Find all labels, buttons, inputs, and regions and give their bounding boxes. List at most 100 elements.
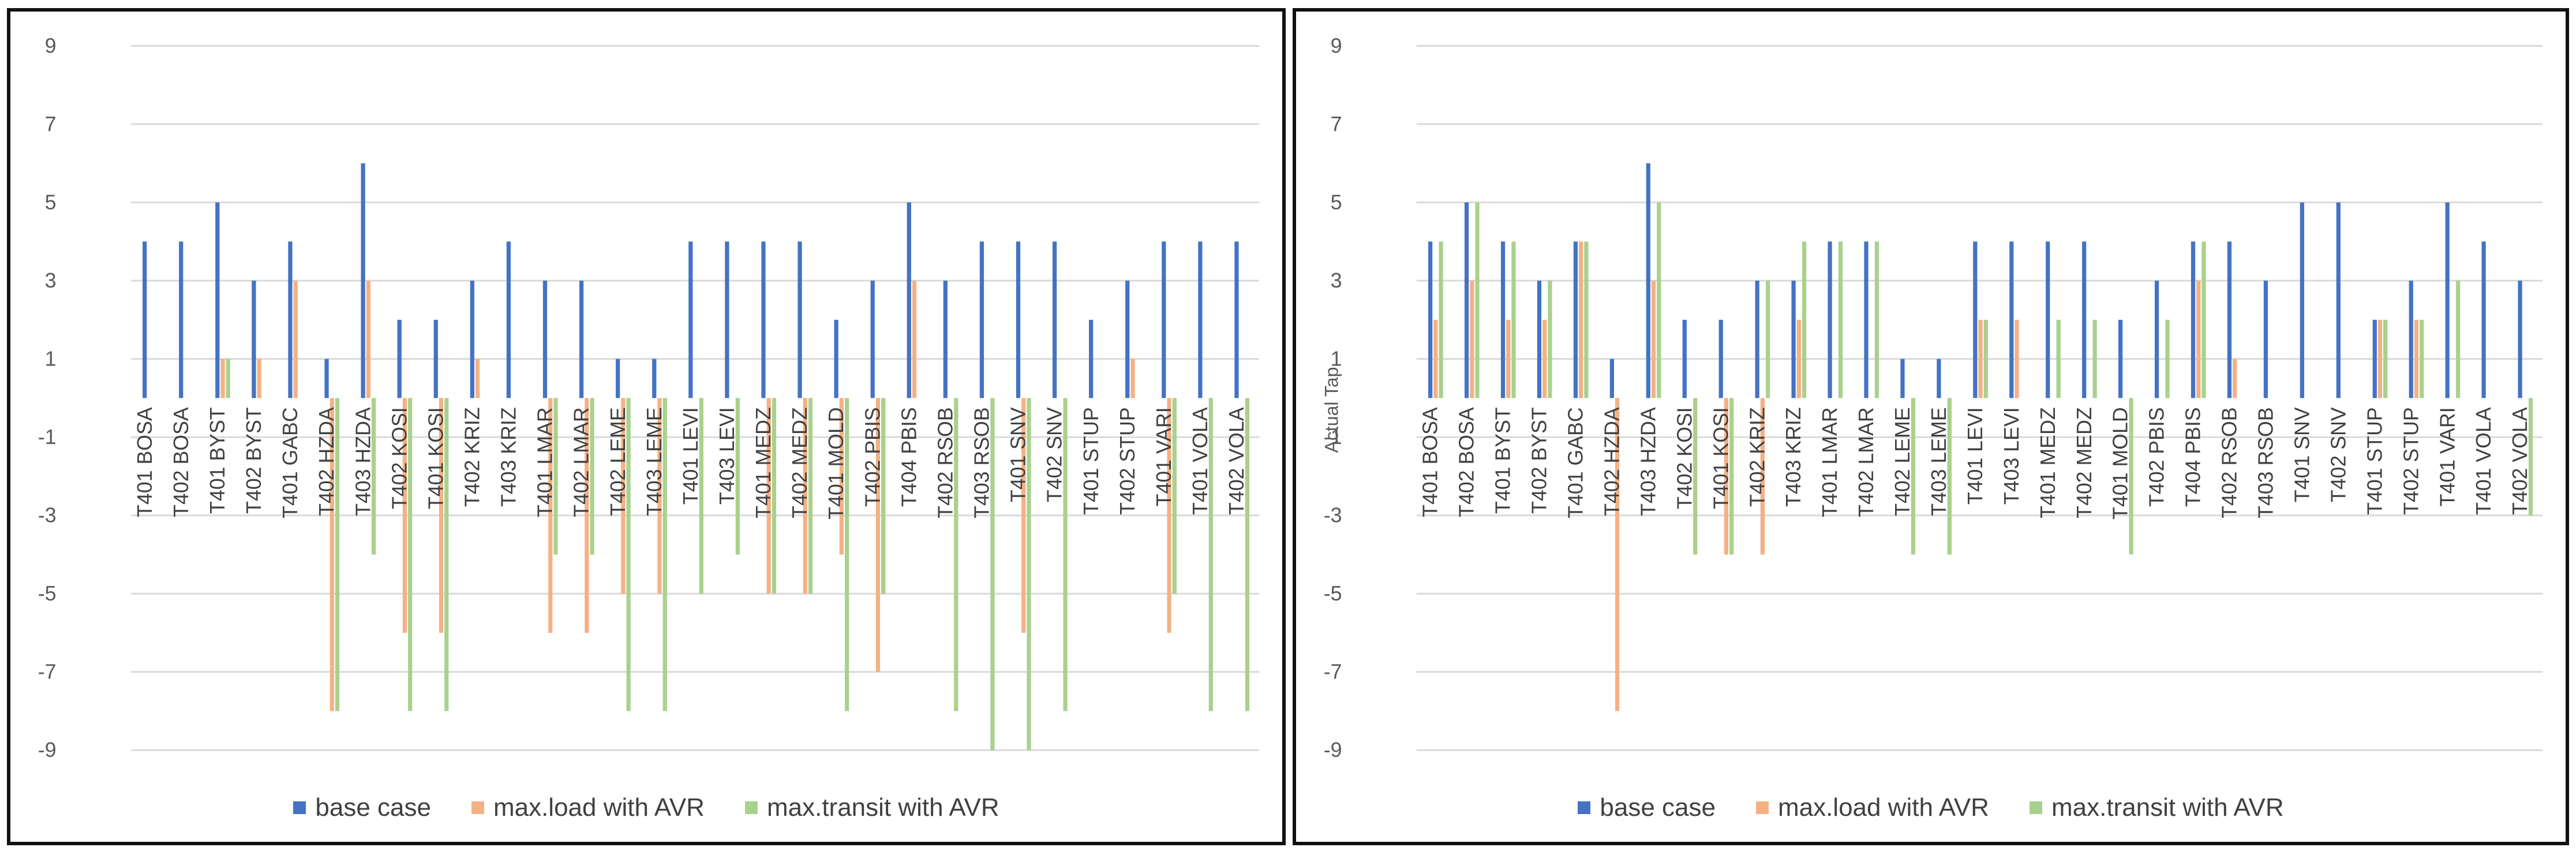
bar-transit bbox=[1027, 398, 1031, 751]
bar-transit bbox=[1584, 241, 1589, 398]
bar-load bbox=[366, 281, 370, 398]
bar-transit bbox=[990, 398, 995, 751]
y-tick-label: 3 bbox=[45, 269, 57, 292]
bar-base bbox=[2118, 319, 2123, 398]
bar-base bbox=[397, 319, 402, 398]
bar-base bbox=[1755, 281, 1759, 398]
bar-transit bbox=[1172, 398, 1177, 594]
bar-base bbox=[1162, 241, 1166, 398]
bar-chart-right: 9 7 5 3 1 -1 -3 -5 -7 -9 T401 BOSA T402 BOSA T401 BY… bbox=[1324, 34, 2543, 762]
bar-base bbox=[252, 281, 256, 398]
category-label: T402 PBIS bbox=[2146, 407, 2169, 507]
legend-right: base case max.load with AVR max.transit … bbox=[1296, 793, 2566, 822]
bar-load bbox=[839, 398, 844, 555]
bar-transit bbox=[844, 398, 849, 711]
bar-base bbox=[215, 202, 220, 398]
chart-panel-left: 9 7 5 3 1 -1 -3 -5 -7 -9 T401 BOSA T402 BOSA T401 BY… bbox=[7, 8, 1286, 845]
category-label: T403 KRIZ bbox=[497, 407, 521, 507]
bar-base bbox=[2227, 241, 2232, 398]
bar-base bbox=[2191, 241, 2196, 398]
category-label: T401 LEVI bbox=[1964, 407, 1987, 505]
bar-base bbox=[179, 241, 184, 398]
bar-base bbox=[652, 359, 657, 398]
bar-transit bbox=[1548, 281, 1552, 398]
bar-load bbox=[1433, 319, 1438, 398]
bar-load bbox=[1021, 398, 1026, 633]
bar-base bbox=[1791, 281, 1796, 398]
bar-base bbox=[1864, 241, 1869, 398]
bar-load bbox=[1542, 319, 1547, 398]
bar-transit bbox=[1511, 241, 1516, 398]
category-label: T404 PBIS bbox=[2182, 407, 2205, 507]
legend-swatch-transit bbox=[2029, 801, 2042, 814]
bar-load bbox=[1978, 319, 1983, 398]
bar-base bbox=[2009, 241, 2014, 398]
bar-chart-left: 9 7 5 3 1 -1 -3 -5 -7 -9 T401 BOSA T402 BOSA T401 BY… bbox=[38, 34, 1260, 762]
bar-transit bbox=[626, 398, 631, 711]
bar-base bbox=[1198, 241, 1203, 398]
bar-transit bbox=[1693, 398, 1698, 555]
bar-base bbox=[616, 359, 620, 398]
bar-base bbox=[2445, 202, 2450, 398]
category-label: T402 MEDZ bbox=[788, 407, 811, 518]
category-label: T402 KRIZ bbox=[460, 407, 484, 507]
y-tick-label: -9 bbox=[1324, 738, 1342, 762]
category-label: T401 GABC bbox=[279, 407, 302, 518]
bar-base bbox=[907, 202, 911, 398]
category-label: T401 MOLD bbox=[825, 407, 848, 519]
bar-load bbox=[621, 398, 626, 594]
bar-load bbox=[766, 398, 771, 594]
category-label: T402 VOLA bbox=[1225, 407, 1248, 515]
bar-base bbox=[1573, 241, 1578, 398]
category-label: T402 STUP bbox=[1116, 407, 1139, 514]
bar-base bbox=[1234, 241, 1239, 398]
bar-transit bbox=[371, 398, 376, 555]
category-label: T403 LEVI bbox=[716, 407, 739, 505]
bar-load bbox=[875, 398, 881, 672]
bar-base bbox=[2372, 319, 2377, 398]
category-label: T402 BOSA bbox=[170, 407, 193, 517]
category-label: T402 KRIZ bbox=[1746, 407, 1769, 507]
bar-base bbox=[2082, 241, 2087, 398]
y-tick-label: 1 bbox=[45, 348, 57, 371]
category-label: T403 KRIZ bbox=[1782, 407, 1805, 507]
y-tick-label: 9 bbox=[1331, 34, 1342, 57]
bar-load bbox=[1130, 359, 1135, 398]
bar-base bbox=[542, 281, 548, 398]
bar-transit bbox=[772, 398, 777, 594]
category-label: T401 VARI bbox=[1152, 407, 1175, 506]
bar-transit bbox=[1947, 398, 1952, 555]
y-tick-label: -9 bbox=[38, 738, 57, 762]
y-tick-label: -7 bbox=[38, 661, 57, 684]
bar-base bbox=[943, 281, 948, 398]
y-axis-label-right: Actual Tap bbox=[1321, 367, 1342, 453]
category-label: T402 KOSI bbox=[1673, 407, 1696, 509]
bar-transit bbox=[699, 398, 703, 594]
bar-transit bbox=[1245, 398, 1250, 711]
bar-load bbox=[220, 359, 225, 398]
category-label: T401 MEDZ bbox=[2036, 407, 2060, 518]
y-tick-label: 7 bbox=[45, 113, 57, 136]
bar-base bbox=[361, 163, 365, 398]
category-label: T402 SNV bbox=[2327, 407, 2350, 502]
category-label: T402 LMAR bbox=[570, 407, 593, 517]
legend-label-load: max.load with AVR bbox=[493, 793, 705, 822]
category-label: T402 LMAR bbox=[1855, 407, 1878, 517]
bar-base bbox=[1900, 359, 1905, 398]
bar-load bbox=[2414, 319, 2419, 398]
category-label: T402 HZDA bbox=[315, 407, 338, 516]
legend-item-load: max.load with AVR bbox=[471, 793, 705, 822]
bar-base bbox=[870, 281, 875, 398]
bar-base bbox=[979, 241, 984, 398]
bar-base bbox=[2481, 241, 2486, 398]
bar-load bbox=[2233, 359, 2237, 398]
category-label: T402 RSOB bbox=[2218, 407, 2241, 518]
bar-base bbox=[506, 241, 511, 398]
category-label: T403 RSOB bbox=[971, 407, 994, 518]
legend-swatch-transit bbox=[744, 801, 758, 814]
legend-swatch-load bbox=[471, 801, 484, 814]
bar-transit bbox=[1874, 241, 1879, 398]
category-label: T402 PBIS bbox=[861, 407, 884, 507]
bar-transit bbox=[590, 398, 594, 555]
bar-transit bbox=[1729, 398, 1734, 555]
